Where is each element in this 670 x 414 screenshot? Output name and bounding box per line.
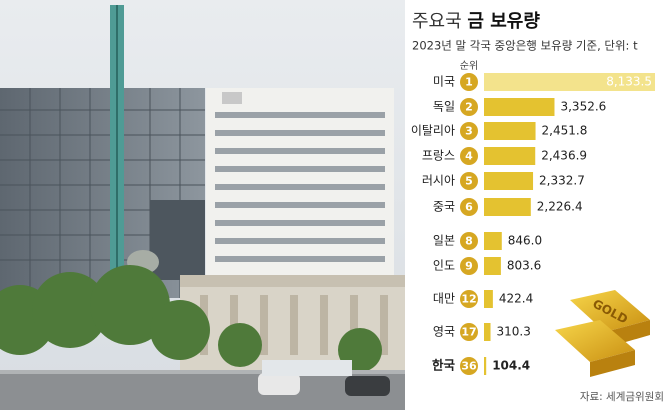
value-label: 846.0 <box>508 234 542 248</box>
category-label: 프랑스 <box>422 149 455 163</box>
chart-title: 주요국 금 보유량 <box>412 11 540 32</box>
rank-badge <box>460 357 478 375</box>
rank-label: 36 <box>461 360 477 373</box>
value-label: 2,436.9 <box>541 149 587 163</box>
rank-label: 9 <box>465 260 473 273</box>
category-label: 독일 <box>433 100 455 114</box>
rank-header: 순위 <box>460 59 478 72</box>
rank-label: 5 <box>465 175 473 188</box>
rank-badge <box>460 147 478 165</box>
rank-badge <box>460 257 478 275</box>
rank-label: 17 <box>461 326 476 339</box>
value-label: 803.6 <box>507 259 541 273</box>
value-label: 2,226.4 <box>537 200 583 214</box>
value-label: 8,133.5 <box>606 75 652 89</box>
rank-label: 8 <box>465 235 473 248</box>
photo <box>0 0 405 410</box>
rank-badge <box>460 290 478 308</box>
rank-badge <box>460 98 478 116</box>
rank-label: 4 <box>465 150 473 163</box>
bar <box>484 290 493 308</box>
value-label: 310.3 <box>497 325 531 339</box>
bar <box>484 98 555 116</box>
category-label: 미국 <box>433 75 455 89</box>
gold-icon: GOLD <box>555 290 650 377</box>
rank-badge <box>460 172 478 190</box>
category-label: 중국 <box>433 200 455 214</box>
category-label: 대만 <box>433 292 455 306</box>
bar <box>484 198 531 216</box>
source: 자료: 세계금위원회 <box>580 390 664 403</box>
rank-badge <box>460 198 478 216</box>
bar <box>484 323 491 341</box>
title-main: 금 보유량 <box>467 11 540 32</box>
value-label: 2,332.7 <box>539 174 585 188</box>
title-prefix: 주요국 <box>412 11 462 32</box>
value-label: 104.4 <box>492 359 530 373</box>
rank-label: 2 <box>465 101 473 114</box>
category-label: 러시아 <box>422 174 455 188</box>
rank-label: 1 <box>465 76 473 89</box>
rank-label: 3 <box>465 125 473 138</box>
value-label: 2,451.8 <box>542 124 588 138</box>
rank-label: 6 <box>465 201 473 214</box>
value-label: 3,352.6 <box>560 100 606 114</box>
category-label: 영국 <box>433 325 455 339</box>
bar <box>484 147 536 165</box>
category-label: 인도 <box>433 259 455 273</box>
category-label: 일본 <box>433 234 455 248</box>
bar <box>484 357 487 375</box>
rank-badge <box>460 73 478 91</box>
bar <box>484 73 655 91</box>
rank-badge <box>460 323 478 341</box>
subtitle: 2023년 말 각국 중앙은행 보유량 기준, 단위: t <box>412 39 638 53</box>
value-label: 422.4 <box>499 292 533 306</box>
bar <box>484 232 502 250</box>
bar <box>484 257 501 275</box>
rank-badge <box>460 232 478 250</box>
bar <box>484 172 534 190</box>
rank-label: 12 <box>461 293 476 306</box>
bar <box>484 122 536 140</box>
rank-badge <box>460 122 478 140</box>
category-label: 이탈리아 <box>411 124 455 138</box>
category-label: 한국 <box>432 358 456 373</box>
